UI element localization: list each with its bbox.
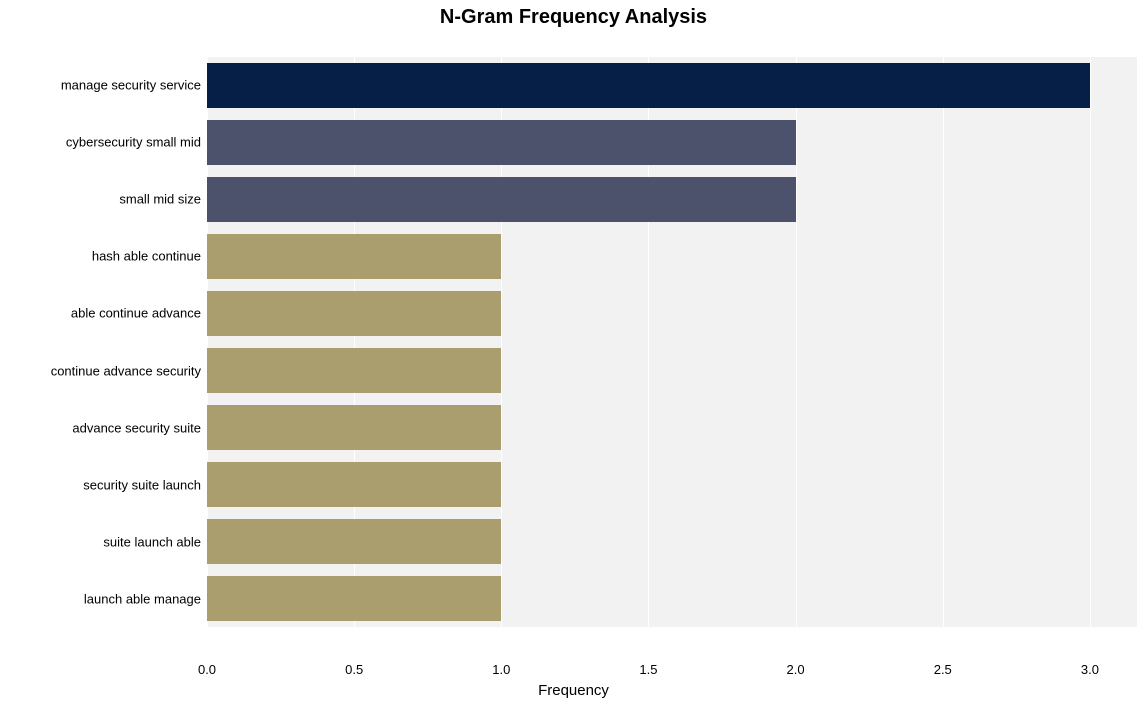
y-tick-label: hash able continue <box>92 249 201 264</box>
bar <box>207 291 501 337</box>
x-tick-label: 3.0 <box>1081 662 1099 677</box>
chart-title: N-Gram Frequency Analysis <box>0 6 1147 29</box>
bar <box>207 576 501 622</box>
bar <box>207 405 501 451</box>
x-tick-label: 1.0 <box>492 662 510 677</box>
bar <box>207 234 501 280</box>
y-tick-label: advance security suite <box>72 420 201 435</box>
x-axis-label: Frequency <box>0 682 1147 699</box>
plot-area: manage security servicecybersecurity sma… <box>207 34 1137 650</box>
x-tick-label: 1.5 <box>639 662 657 677</box>
x-tick-label: 0.5 <box>345 662 363 677</box>
bar <box>207 348 501 394</box>
bar <box>207 462 501 508</box>
bar <box>207 177 796 223</box>
y-tick-label: launch able manage <box>84 591 201 606</box>
gridline <box>796 34 797 650</box>
y-tick-label: cybersecurity small mid <box>66 135 201 150</box>
y-tick-label: suite launch able <box>103 534 201 549</box>
y-tick-label: continue advance security <box>51 363 201 378</box>
bar <box>207 519 501 565</box>
y-tick-label: security suite launch <box>83 477 201 492</box>
bar <box>207 120 796 166</box>
x-tick-label: 0.0 <box>198 662 216 677</box>
bar <box>207 63 1090 109</box>
y-tick-label: manage security service <box>61 78 201 93</box>
y-tick-label: small mid size <box>119 192 201 207</box>
ngram-frequency-chart: N-Gram Frequency Analysis manage securit… <box>0 0 1147 701</box>
x-tick-label: 2.0 <box>787 662 805 677</box>
x-tick-label: 2.5 <box>934 662 952 677</box>
gridline <box>1090 34 1091 650</box>
gridline <box>943 34 944 650</box>
y-tick-label: able continue advance <box>71 306 201 321</box>
